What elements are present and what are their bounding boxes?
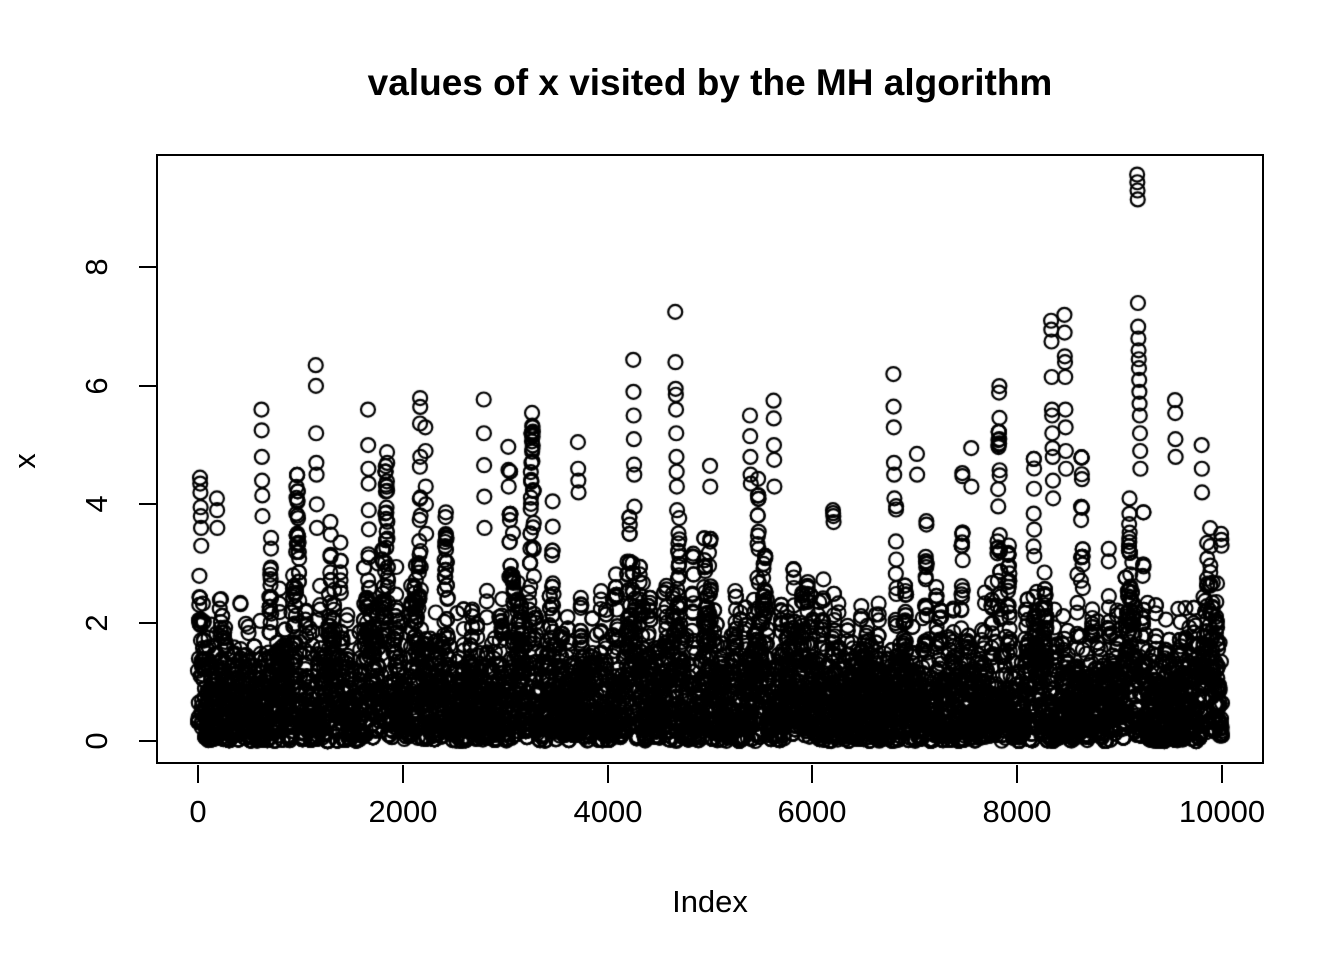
y-axis-tick bbox=[139, 385, 157, 387]
y-axis-tick bbox=[139, 266, 157, 268]
x-axis-tick bbox=[197, 765, 199, 783]
y-axis-label: x bbox=[7, 453, 42, 469]
x-tick-label: 2000 bbox=[368, 794, 438, 829]
y-tick-label: 8 bbox=[79, 258, 114, 276]
y-tick-label: 2 bbox=[79, 614, 114, 632]
x-axis-tick bbox=[1221, 765, 1223, 783]
x-axis-tick bbox=[1016, 765, 1018, 783]
x-axis-tick bbox=[607, 765, 609, 783]
y-axis-tick bbox=[139, 622, 157, 624]
x-tick-label: 6000 bbox=[777, 794, 847, 829]
y-tick-label: 6 bbox=[79, 377, 114, 395]
y-axis-tick bbox=[139, 740, 157, 742]
chart-title: values of x visited by the MH algorithm bbox=[367, 62, 1053, 103]
x-axis-tick bbox=[811, 765, 813, 783]
x-axis-tick bbox=[402, 765, 404, 783]
x-tick-label: 0 bbox=[189, 794, 207, 829]
y-tick-label: 0 bbox=[79, 732, 114, 750]
plot-frame bbox=[156, 154, 1264, 764]
y-axis-tick bbox=[139, 503, 157, 505]
y-tick-label: 4 bbox=[79, 495, 114, 513]
x-tick-label: 8000 bbox=[982, 794, 1052, 829]
x-tick-label: 10000 bbox=[1178, 794, 1266, 829]
x-tick-label: 4000 bbox=[573, 794, 643, 829]
x-axis-label: Index bbox=[672, 884, 748, 919]
